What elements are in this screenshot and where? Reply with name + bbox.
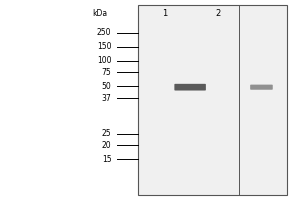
Text: 20: 20 <box>102 141 111 150</box>
Text: kDa: kDa <box>92 9 107 18</box>
FancyBboxPatch shape <box>250 85 273 90</box>
Text: 75: 75 <box>102 68 111 77</box>
Bar <box>138 5 287 195</box>
Text: 2: 2 <box>216 9 221 18</box>
Text: 1: 1 <box>162 9 167 18</box>
Text: 150: 150 <box>97 42 111 51</box>
Text: 50: 50 <box>102 82 111 91</box>
FancyBboxPatch shape <box>174 84 206 91</box>
Text: 100: 100 <box>97 56 111 65</box>
Text: 15: 15 <box>102 155 111 164</box>
Text: 37: 37 <box>102 94 111 103</box>
Text: 25: 25 <box>102 129 111 138</box>
Text: 250: 250 <box>97 28 111 37</box>
